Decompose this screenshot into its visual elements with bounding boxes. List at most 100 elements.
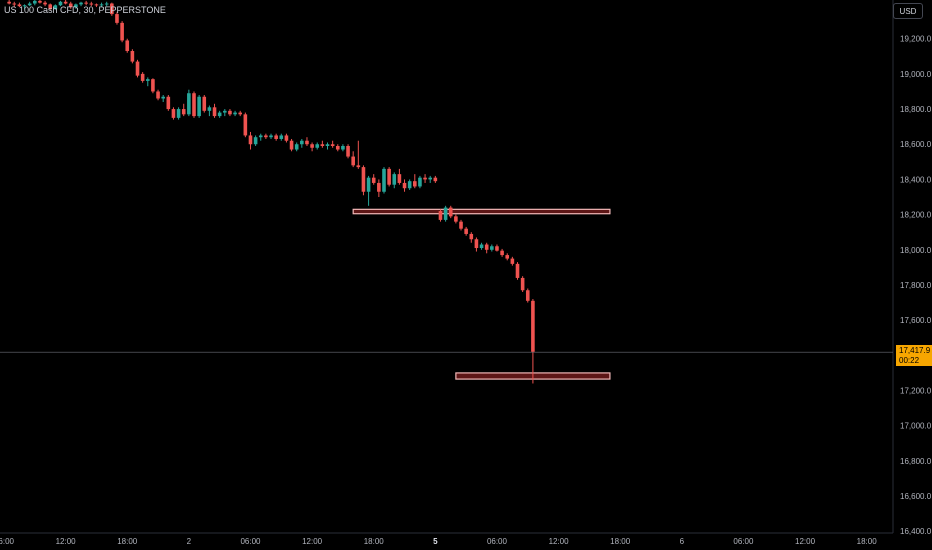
candle: [187, 89, 191, 117]
candle: [274, 133, 278, 141]
candle: [269, 133, 273, 139]
candle: [515, 262, 520, 280]
candle-body: [459, 221, 463, 229]
x-tick-label: 12:00: [795, 537, 816, 546]
candle-body: [84, 2, 88, 4]
candle: [38, 0, 42, 4]
candle: [423, 174, 427, 183]
candle-body: [187, 93, 191, 115]
candle: [469, 232, 474, 243]
candle: [433, 175, 438, 183]
candle-body: [356, 165, 361, 168]
candle-body: [22, 5, 27, 7]
candle-body: [33, 0, 37, 4]
currency-button[interactable]: USD: [893, 3, 923, 19]
candle: [279, 133, 284, 141]
candle-body: [238, 112, 243, 115]
candle-body: [181, 109, 186, 115]
candle: [130, 49, 135, 64]
candle: [171, 107, 176, 120]
candle-body: [223, 110, 227, 113]
y-tick-label: 17,200.0: [900, 387, 932, 396]
candle: [407, 179, 412, 190]
candle-body: [176, 109, 181, 118]
candle-body: [269, 135, 273, 138]
candle: [520, 276, 525, 293]
y-tick-label: 19,000.0: [900, 70, 932, 79]
candle-body: [274, 135, 278, 139]
x-tick-label: 18:00: [610, 537, 631, 546]
candle: [140, 72, 145, 83]
candle-body: [12, 3, 17, 5]
candle-body: [330, 144, 335, 147]
candle-body: [58, 1, 63, 6]
candle: [68, 1, 73, 9]
candle-body: [130, 51, 135, 62]
candle: [104, 1, 109, 7]
candle-body: [377, 182, 381, 192]
candle: [166, 94, 171, 111]
candle: [89, 1, 94, 7]
candle: [531, 299, 535, 384]
zone-box-1[interactable]: [352, 208, 611, 215]
candle: [490, 244, 494, 252]
candle-body: [310, 144, 314, 148]
candle: [310, 142, 314, 152]
candle: [223, 109, 227, 117]
candle: [233, 110, 237, 117]
candle: [479, 242, 484, 250]
candle: [248, 131, 253, 150]
candle: [448, 205, 453, 219]
candle-body: [279, 135, 284, 139]
candle-body: [315, 144, 320, 148]
candle: [22, 4, 27, 9]
candle-body: [515, 263, 520, 278]
candle: [382, 167, 386, 194]
candle: [17, 2, 22, 8]
candle: [418, 175, 422, 189]
candle-body: [525, 290, 530, 301]
candle: [413, 174, 417, 189]
candle: [371, 174, 376, 185]
candle-body: [89, 3, 94, 5]
x-tick-label: 06:00: [0, 537, 15, 546]
candle-body: [53, 5, 58, 9]
candle: [192, 91, 196, 118]
candle-body: [300, 140, 304, 145]
candle: [454, 214, 458, 224]
candle: [356, 140, 361, 169]
candle-body: [135, 61, 140, 76]
candle-body: [48, 4, 53, 9]
candle: [474, 237, 479, 252]
y-tick-label: 16,600.0: [900, 492, 932, 501]
candle: [228, 109, 232, 117]
candle: [176, 107, 181, 120]
x-tick-label: 5: [433, 537, 438, 546]
candle-body: [140, 73, 145, 81]
candle: [294, 142, 299, 152]
candle-body: [479, 244, 484, 249]
candle: [505, 253, 510, 261]
candle-body: [248, 135, 253, 145]
candle: [115, 12, 119, 25]
candle: [202, 94, 207, 113]
candle-body: [346, 146, 350, 157]
candle: [145, 77, 150, 87]
candle: [464, 226, 468, 236]
candle: [459, 219, 463, 231]
candle: [151, 78, 155, 94]
candle-body: [43, 2, 47, 5]
candle: [63, 0, 68, 5]
candle-body: [474, 239, 479, 249]
y-tick-label: 18,200.0: [900, 211, 932, 220]
candle: [74, 3, 78, 9]
candle-body: [510, 258, 515, 264]
candle-body: [125, 40, 130, 52]
candle: [53, 4, 58, 10]
candle: [258, 133, 263, 141]
candle-body: [320, 144, 325, 147]
y-tick-label: 17,800.0: [900, 281, 932, 290]
candle: [33, 0, 37, 6]
candle: [161, 94, 165, 103]
